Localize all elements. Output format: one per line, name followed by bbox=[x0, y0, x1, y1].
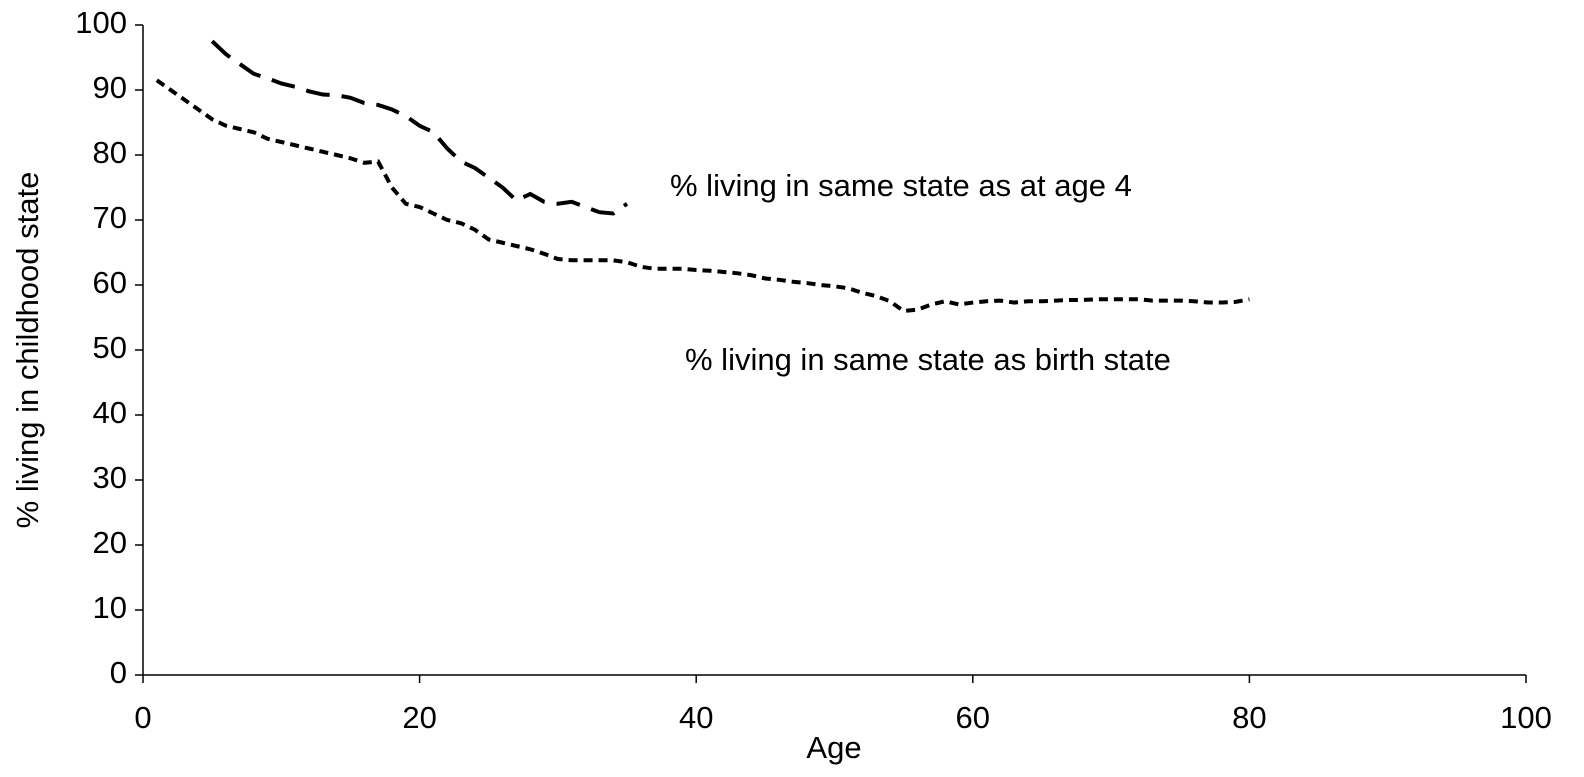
x-tick-label: 0 bbox=[134, 700, 151, 735]
x-tick-label: 100 bbox=[1500, 700, 1552, 735]
y-tick-label: 100 bbox=[75, 5, 127, 40]
y-tick-label: 50 bbox=[93, 330, 127, 365]
y-tick-label: 10 bbox=[93, 590, 127, 625]
y-axis-label: % living in childhood state bbox=[10, 172, 45, 529]
y-tick-label: 0 bbox=[110, 655, 127, 690]
series-label: % living in same state as at age 4 bbox=[670, 168, 1132, 203]
x-axis-label: Age bbox=[806, 730, 861, 765]
series-line bbox=[155, 78, 1250, 314]
x-tick-label: 80 bbox=[1232, 700, 1266, 735]
y-tick-label: 90 bbox=[93, 70, 127, 105]
x-tick-label: 60 bbox=[956, 700, 990, 735]
x-tick-label: 40 bbox=[679, 700, 713, 735]
y-tick-label: 20 bbox=[93, 525, 127, 560]
series-line bbox=[210, 39, 629, 216]
y-tick-label: 40 bbox=[93, 395, 127, 430]
y-tick-label: 30 bbox=[93, 460, 127, 495]
y-tick-label: 80 bbox=[93, 135, 127, 170]
y-tick-label: 60 bbox=[93, 265, 127, 300]
x-tick-label: 20 bbox=[402, 700, 436, 735]
series-label: % living in same state as birth state bbox=[685, 342, 1171, 377]
y-tick-label: 70 bbox=[93, 200, 127, 235]
